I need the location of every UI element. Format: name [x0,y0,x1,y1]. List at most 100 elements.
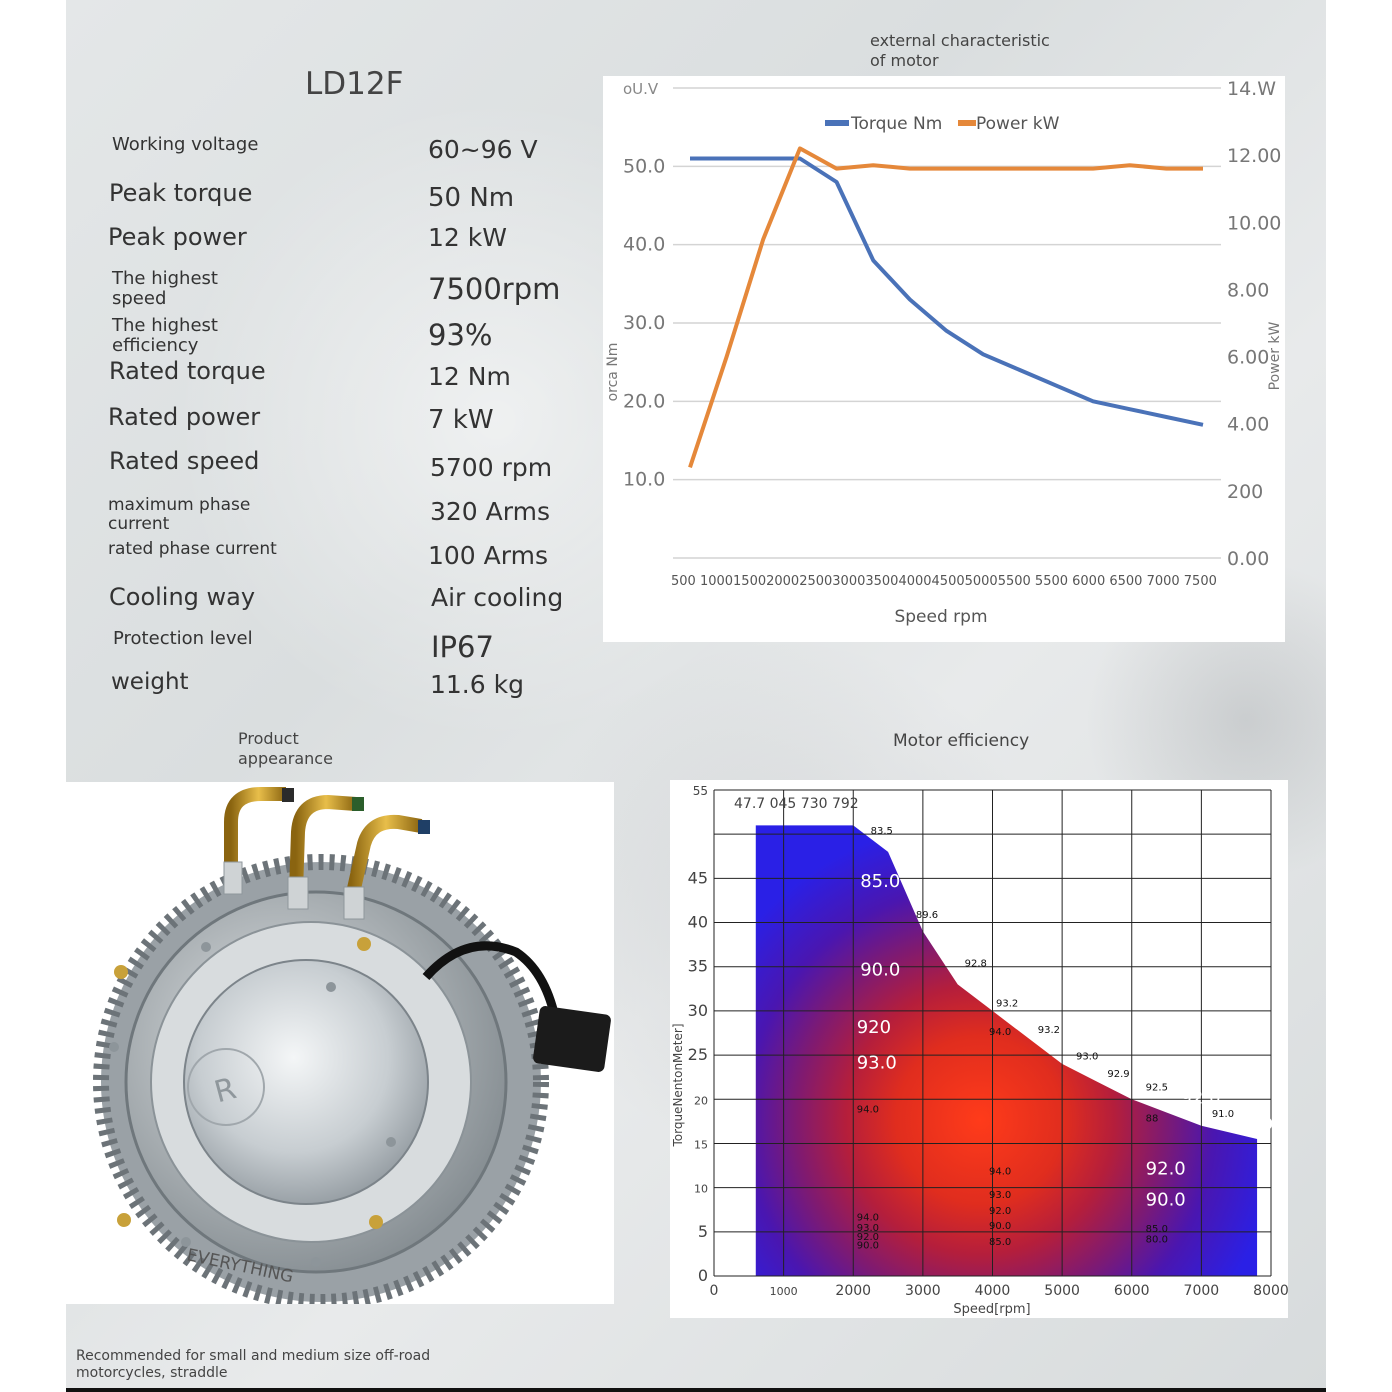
motor-efficiency-caption: Motor efficiency [893,731,1030,751]
chart1-ylabel-right: Power kW [1267,321,1283,390]
motor-product-image: R EVERYTHING [93,787,611,1310]
efficiency-label: 93.0 [989,1190,1011,1201]
signal-cable [422,941,561,1023]
spec-label-max-phase-current: maximum phase current [108,495,251,535]
chart1-left-top-label: oU.V [623,80,659,98]
efficiency-label: 89.6 [916,910,938,921]
efficiency-label: 93.2 [996,998,1018,1009]
efficiency-label: 94.0 [857,1212,879,1223]
chart1-left-ticks: 50.0 40.0 30.0 20.0 10.0 [623,155,665,490]
spec-label-working-voltage: Working voltage [112,134,259,155]
spec-label-highest-speed: The highest speed [112,268,218,310]
chart1-right-tick: 14.W [1227,78,1276,100]
spec-label-protection-level: Protection level [113,628,253,649]
efficiency-label: 80.0 [1146,1234,1168,1245]
spec-label-cooling-way: Cooling way [109,583,256,611]
signal-connector [533,1006,611,1072]
efficiency-label: 94.0 [989,1027,1011,1038]
chart1-legend: Torque Nm Power kW [825,114,1060,134]
spec-value-highest-speed: 7500rpm [428,272,561,306]
chart1-ylabel-left: orca Nm [605,343,621,402]
efficiency-map-panel: 0 1000 2000 3000 4000 5000 6000 7000 8000 0 5 10 15 2… [670,780,1290,1318]
spec-label-peak-power: Peak power [108,223,247,251]
efficiency-x-tick: 5000 [1044,1283,1080,1299]
efficiency-label: 92.5 [1146,1082,1168,1093]
efficiency-label: 92.0 [989,1206,1011,1217]
spec-label-rated-speed: Rated speed [109,447,260,475]
efficiency-y-tick: 25 [688,1045,708,1064]
product-photo-panel: R EVERYTHING [66,782,614,1310]
efficiency-label: 92.0 [1146,1158,1186,1179]
spec-value-working-voltage: 60~96 V [428,135,538,164]
spec-label-weight: weight [111,669,189,695]
chart1-x-ticks: 500 100015002000250030003500400045005000… [671,574,1217,589]
chart1-right-tick: 4.00 [1227,414,1269,436]
efficiency-label: 92.0 [857,1232,879,1243]
efficiency-label: 90.0 [1146,1189,1186,1210]
efficiency-label: 94.0 [857,1105,879,1116]
efficiency-label: 92.8 [965,959,987,970]
efficiency-label: 88 [1146,1113,1159,1124]
efficiency-label: 93.0 [1076,1052,1098,1063]
spec-value-peak-torque: 50 Nm [428,183,515,213]
bottom-rule [66,1388,1326,1392]
efficiency-label: 94.0 [989,1166,1011,1177]
spec-value-highest-efficiency: 93% [428,318,493,352]
efficiency-label: 90.0 [857,1241,879,1252]
efficiency-label: 90.0 [989,1221,1011,1232]
efficiency-y-tick: 15 [694,1138,708,1151]
chart1-series [688,146,1204,468]
spec-label-highest-efficiency: The highest efficiency [112,315,218,357]
product-appearance-caption: Product appearance [238,729,333,768]
efficiency-label: 91.0 [1212,1109,1234,1120]
legend-swatch-power [958,120,976,126]
efficiency-label: 93.2 [1038,1025,1060,1036]
efficiency-y-tick: 35 [688,957,708,976]
efficiency-header-text: 47.7 045 730 792 [734,796,859,812]
efficiency-label: 92.0 [1180,1088,1220,1109]
efficiency-label: 920 [857,1017,891,1038]
chart1-panel: oU.V 50.0 40.0 30.0 20.0 10.0 14.W 12.00 10.00… [603,76,1285,642]
efficiency-label: 90.6 [1250,1114,1288,1135]
spec-label-rated-power: Rated power [108,403,261,431]
efficiency-y-tick: 5 [698,1222,708,1241]
chart1-left-tick: 30.0 [623,312,665,334]
spec-value-rated-phase-current: 100 Arms [428,541,548,570]
efficiency-y-tick: 30 [688,1001,708,1020]
efficiency-y-tick: 40 [688,913,708,932]
spec-value-rated-speed: 5700 rpm [430,453,553,482]
efficiency-y-tick: 45 [688,868,708,887]
efficiency-label: 85.0 [989,1237,1011,1248]
efficiency-label: 85.0 [860,871,900,892]
motor-end-cap [183,959,429,1205]
chart1-xlabel: Speed rpm [894,607,987,627]
spec-label-rated-phase-current: rated phase current [108,539,277,559]
legend-label-power: Power kW [976,114,1060,134]
efficiency-label: 85.0 [1146,1224,1168,1235]
spec-label-rated-torque: Rated torque [109,357,266,385]
chart1-right-tick: 200 [1227,481,1263,503]
efficiency-y-tick: 55 [693,784,708,798]
chart1-right-tick: 0.00 [1227,548,1269,570]
efficiency-x-tick: 3000 [905,1283,941,1299]
spec-value-max-phase-current: 320 Arms [430,497,550,526]
efficiency-y-tick: 0 [698,1266,708,1285]
chart1-title: external characteristic of motor [870,31,1050,70]
motor-hub [187,1048,265,1126]
chart1-left-tick: 50.0 [623,155,665,177]
spec-value-cooling-way: Air cooling [431,583,564,612]
recommendation-note: Recommended for small and medium size of… [76,1348,431,1381]
efficiency-label: 92.9 [1107,1069,1129,1080]
efficiency-x-tick: 2000 [835,1283,871,1299]
efficiency-ylabel: TorqueNentonMeter] [671,1023,685,1147]
spec-value-peak-power: 12 kW [428,223,507,252]
efficiency-x-tick: 0 [710,1283,719,1299]
legend-label-torque: Torque Nm [850,114,942,134]
chart1-left-tick: 40.0 [623,234,665,256]
chart1-right-tick: 8.00 [1227,279,1269,301]
efficiency-xlabel: Speed[rpm] [953,1302,1030,1317]
chart1-left-tick: 20.0 [623,390,665,412]
model-title: LD12F [305,66,404,102]
efficiency-x-tick: 8000 [1253,1283,1288,1299]
